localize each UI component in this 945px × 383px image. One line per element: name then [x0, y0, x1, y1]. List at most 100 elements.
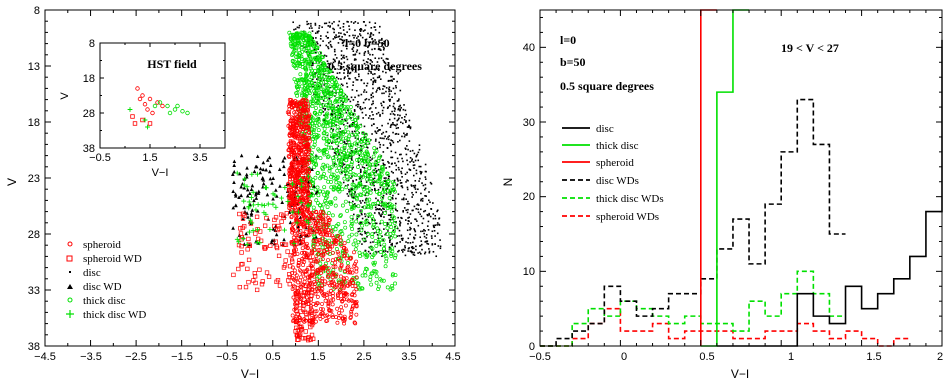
disc-point: [339, 113, 342, 115]
inset-spheroid-wd-point: [132, 121, 138, 126]
thick-disc-point: [364, 167, 369, 172]
right-y-tick-labels: 0 10 20 30 40: [523, 42, 535, 353]
disc-point: [392, 87, 395, 90]
disc-point: [342, 84, 344, 87]
disc-point: [389, 219, 392, 221]
disc-point: [415, 154, 418, 157]
spheroid-point: [317, 247, 322, 252]
disc-point: [400, 237, 403, 240]
disc-point: [298, 24, 301, 27]
thick-disc-point: [329, 165, 334, 170]
spheroid-point: [306, 287, 311, 292]
spheroid-wd-point: [308, 229, 314, 234]
thick-disc-point: [321, 202, 326, 207]
spheroid-point: [303, 119, 308, 124]
disc-point: [381, 42, 383, 44]
disc-point: [412, 253, 415, 256]
spheroid-point: [339, 297, 344, 302]
disc-point: [357, 105, 359, 108]
disc-point: [388, 86, 391, 89]
disc-point: [406, 186, 409, 189]
spheroid-point: [341, 293, 346, 298]
disc-wd-point: [258, 170, 263, 175]
spheroid-point: [321, 236, 325, 241]
spheroid-point: [297, 151, 301, 156]
spheroid-point: [331, 271, 336, 276]
disc-point: [389, 66, 392, 69]
thick-disc-wd-point: [298, 177, 304, 182]
disc-point: [420, 171, 423, 173]
histogram-spheroid: [700, 9, 717, 346]
thick-disc-wd-point: [305, 202, 311, 208]
disc-point: [349, 78, 351, 80]
spheroid-point: [292, 145, 297, 150]
disc-point: [414, 218, 417, 221]
disc-point: [355, 104, 357, 107]
legend-label: disc: [596, 123, 614, 135]
thick-disc-point: [326, 139, 331, 144]
disc-point: [371, 92, 374, 94]
disc-point: [374, 206, 377, 209]
disc-point: [340, 63, 343, 65]
disc-point: [343, 39, 346, 42]
disc-point: [312, 42, 315, 44]
disc-point: [335, 57, 338, 59]
disc-point: [395, 86, 397, 89]
spheroid-point: [292, 123, 297, 128]
thick-disc-point: [351, 150, 356, 155]
disc-point: [372, 95, 375, 98]
disc-point: [350, 193, 353, 195]
thick-disc-point: [377, 191, 382, 196]
disc-point: [372, 73, 374, 76]
disc-point: [397, 118, 400, 121]
spheroid-point: [302, 103, 306, 108]
thick-disc-point: [353, 238, 358, 243]
disc-point: [347, 109, 349, 112]
disc-point: [329, 26, 331, 28]
disc-point: [388, 175, 391, 178]
disc-point: [360, 170, 362, 172]
thick-disc-point: [348, 111, 353, 116]
spheroid-wd-point: [260, 279, 265, 284]
thick-disc-point: [345, 105, 350, 110]
disc-point: [422, 230, 424, 233]
disc-wd-point: [234, 203, 238, 208]
disc-point: [387, 230, 389, 232]
disc-point: [314, 57, 317, 60]
spheroid-point: [286, 187, 291, 192]
spheroid-point: [304, 103, 309, 108]
disc-point: [397, 99, 400, 102]
disc-point: [408, 126, 410, 129]
disc-wd-point: [242, 205, 247, 210]
disc-point: [378, 129, 380, 131]
disc-point: [371, 41, 374, 44]
spheroid-wd-point: [287, 264, 293, 269]
disc-point: [388, 166, 391, 168]
disc-point: [409, 156, 412, 159]
disc-point: [325, 35, 328, 37]
disc-point: [311, 30, 314, 32]
disc-point: [432, 225, 435, 228]
disc-point: [416, 203, 418, 206]
thick-disc-point: [332, 85, 337, 89]
spheroid-point: [299, 269, 303, 274]
disc-point: [348, 67, 350, 69]
disc-point: [397, 193, 400, 196]
disc-point: [338, 35, 341, 38]
disc-point: [397, 166, 400, 169]
thick-disc-point: [348, 174, 353, 179]
disc-point: [384, 164, 386, 166]
disc-point: [390, 143, 392, 146]
spheroid-point: [328, 244, 333, 249]
disc-point: [344, 76, 346, 78]
disc-point: [390, 79, 393, 82]
spheroid-point: [288, 150, 293, 155]
disc-point: [428, 212, 430, 215]
disc-point: [370, 78, 372, 81]
spheroid-point: [331, 297, 336, 302]
thick-disc-point: [327, 238, 331, 243]
disc-point: [371, 111, 373, 113]
spheroid-point: [297, 147, 302, 152]
thick-disc-point: [388, 221, 393, 226]
disc-point: [387, 106, 389, 108]
